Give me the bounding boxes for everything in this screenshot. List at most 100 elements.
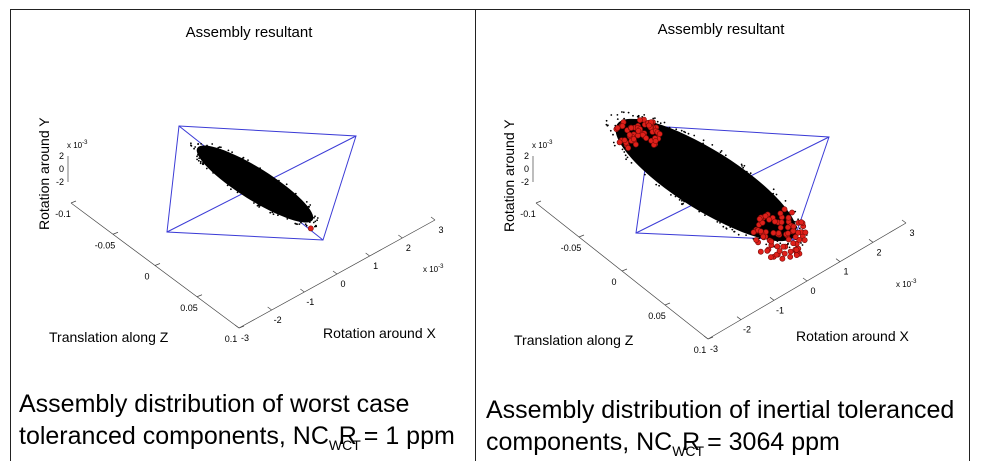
right-nonconforming-point <box>764 247 771 254</box>
right-y-tick-label: 0 <box>524 164 529 174</box>
right-cloud-point <box>720 150 723 152</box>
right-cloud-point <box>626 156 629 159</box>
right-nonconforming-point <box>785 236 792 243</box>
left-cloud-point <box>242 156 245 159</box>
right-axes: -0.1 -0.05 0 0.05 0.1 -3 -2 -1 0 1 2 3 2 0 -2 <box>520 151 914 355</box>
right-cloud-point <box>794 220 796 223</box>
right-panel: Assembly resultant Rotation around Y Tra… <box>476 9 970 461</box>
left-z-tick-label: 0 <box>144 272 149 282</box>
right-nonconforming-point <box>656 131 663 137</box>
left-cloud-point <box>271 211 274 214</box>
right-cloud-point <box>627 111 630 114</box>
left-cloud-point <box>308 221 311 224</box>
right-point-cloud <box>605 111 809 262</box>
left-caption-line2: toleranced components, NCWCTR = 1 ppm <box>19 422 455 453</box>
left-cloud-point <box>194 146 197 148</box>
right-cloud-point <box>740 163 743 166</box>
right-cloud-point <box>682 202 684 205</box>
right-cloud-point <box>702 142 704 145</box>
left-point-cloud <box>190 142 319 232</box>
right-nonconforming-point <box>779 255 786 262</box>
right-cloud-point <box>722 225 725 228</box>
right-cloud-point <box>680 129 683 132</box>
right-x-tick-label: 0 <box>810 286 815 296</box>
right-cloud-point <box>719 222 721 224</box>
right-cloud-point <box>612 141 615 144</box>
left-cloud-point <box>286 218 289 220</box>
right-nonconforming-point <box>766 216 772 223</box>
right-cloud-point <box>687 132 690 135</box>
right-x-tick-mark <box>802 277 808 282</box>
left-caption: Assembly distribution of worst case tole… <box>19 388 455 455</box>
right-nonconforming-point <box>621 137 628 144</box>
right-cloud-point <box>765 243 768 246</box>
right-x-exponent: x 10-3 <box>896 279 917 289</box>
left-cloud-point <box>202 163 205 166</box>
right-x-tick-label: 1 <box>843 267 848 277</box>
left-cloud-point <box>305 201 308 203</box>
right-nonconforming-point <box>767 254 774 261</box>
right-cloud-point <box>678 199 681 201</box>
right-nonconforming-point <box>771 218 778 225</box>
right-nonconforming-point <box>757 228 764 235</box>
right-z-tick-mark <box>621 268 628 272</box>
right-cloud-point <box>621 148 624 151</box>
left-panel: Assembly resultant Rotation around Y Tra… <box>10 9 476 461</box>
left-cloud-point <box>190 142 192 145</box>
left-cloud-point <box>197 143 200 145</box>
right-nonconforming-point <box>781 250 788 257</box>
right-cloud-point <box>644 173 646 176</box>
left-cloud-point <box>196 155 198 158</box>
right-cloud-point <box>668 126 671 129</box>
left-cloud-point <box>236 191 239 194</box>
left-cloud-point <box>309 204 312 206</box>
left-cloud-point <box>285 183 288 186</box>
right-cloud-point <box>745 170 748 173</box>
right-plot: Assembly resultant Rotation around Y Tra… <box>501 21 917 355</box>
left-x-axis-label: Rotation around X <box>323 325 437 341</box>
right-cloud-point <box>788 246 791 249</box>
right-nonconforming-point <box>787 253 794 260</box>
right-z-tick-label: -0.05 <box>561 243 582 253</box>
right-x-tick-mark <box>703 335 709 340</box>
left-cloud-body <box>196 145 314 223</box>
left-cloud-point <box>197 153 199 156</box>
left-z-tick-label: -0.1 <box>55 209 71 219</box>
right-y-tick-label: -2 <box>521 177 529 187</box>
left-cloud-point <box>269 211 272 214</box>
left-x-tick-mark <box>398 234 403 239</box>
right-nonconforming-point <box>780 243 787 250</box>
right-cloud-point <box>729 226 732 229</box>
right-cloud-point <box>725 227 728 230</box>
right-cloud-point <box>630 162 633 164</box>
right-nonconforming-point <box>757 248 764 255</box>
right-cloud-point <box>656 120 659 123</box>
right-cloud-point <box>772 192 775 195</box>
right-nonconforming-point <box>789 209 795 216</box>
right-cloud-point <box>605 123 608 126</box>
left-cloud-point <box>300 221 302 224</box>
right-nonconforming-point <box>801 237 808 243</box>
right-nonconforming-point <box>630 136 637 143</box>
left-x-tick-mark <box>332 270 338 275</box>
right-nonconforming-point <box>793 252 800 258</box>
left-cloud-point <box>308 206 311 208</box>
left-caption-line1: Assembly distribution of worst case <box>19 390 410 418</box>
left-y-tick-label: -2 <box>56 177 64 187</box>
right-cloud-point <box>737 233 740 236</box>
right-cloud-point <box>711 144 714 146</box>
left-cloud-point <box>202 161 205 164</box>
left-y-tick-label: 0 <box>59 164 64 174</box>
left-cloud-point <box>258 206 260 208</box>
right-cloud-point <box>616 114 619 116</box>
right-nonconforming-point <box>785 230 791 237</box>
right-nonconforming-point <box>778 219 785 226</box>
left-cloud-point <box>253 202 255 204</box>
right-cloud-point <box>643 114 646 116</box>
right-cloud-point <box>622 111 625 114</box>
left-cloud-point <box>316 217 319 219</box>
left-x-tick-label: -3 <box>241 333 249 343</box>
right-nonconforming-point <box>793 246 800 253</box>
right-x-tick-mark <box>835 258 841 262</box>
right-nonconforming-point <box>632 141 639 148</box>
